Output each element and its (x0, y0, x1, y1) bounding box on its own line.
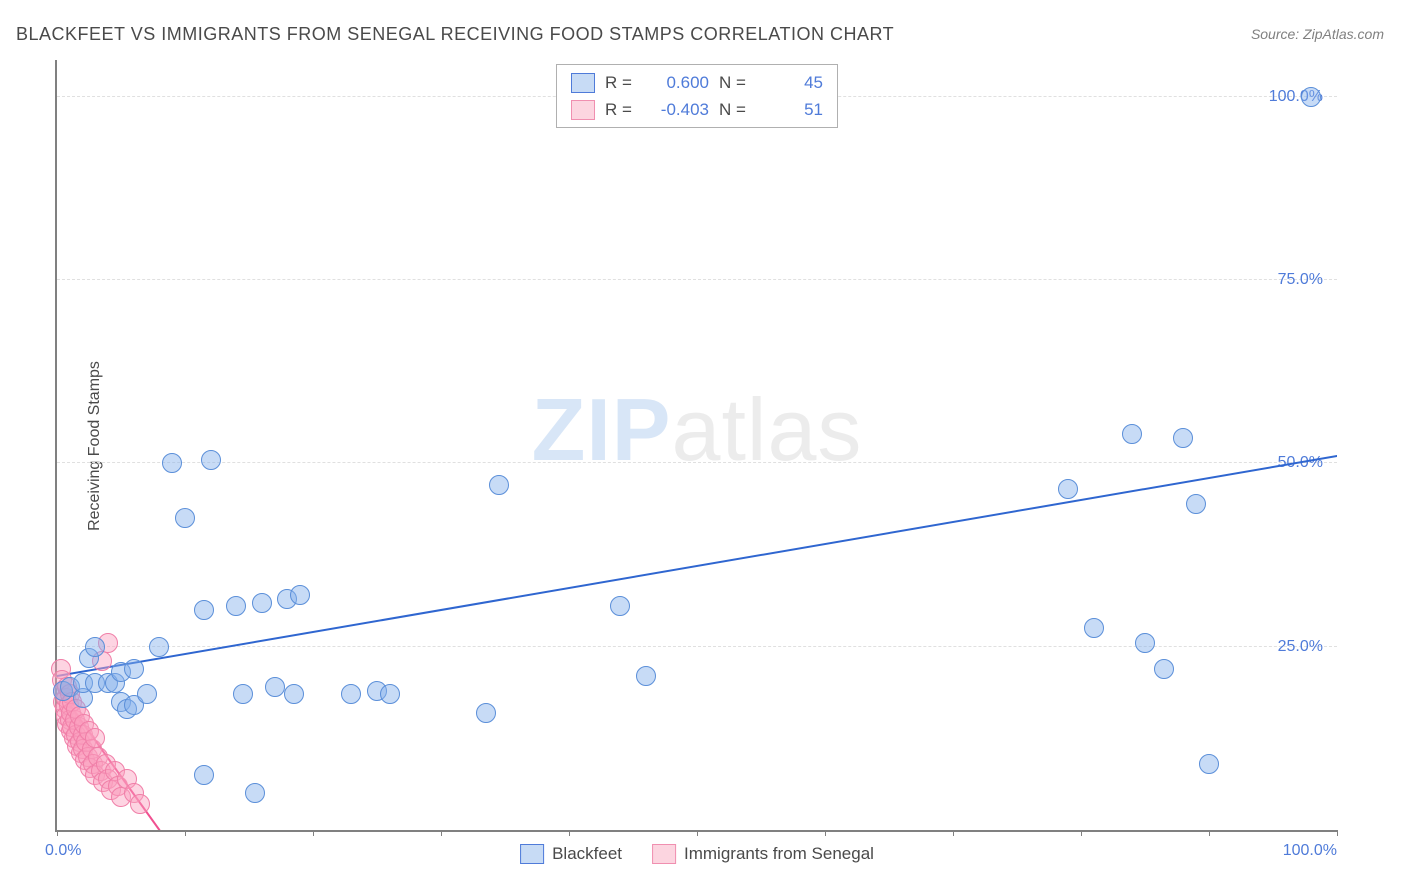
swatch-blue (571, 73, 595, 93)
x-tick (185, 830, 186, 836)
plot-area: ZIPatlas R = 0.600 N = 45 R = -0.403 N =… (55, 60, 1337, 832)
y-tick-label: 75.0% (1278, 271, 1323, 289)
x-tick (57, 830, 58, 836)
data-point-blue (1122, 424, 1142, 444)
watermark: ZIPatlas (532, 379, 863, 481)
data-point-blue (341, 684, 361, 704)
data-point-pink (130, 794, 150, 814)
data-point-blue (137, 684, 157, 704)
data-point-blue (610, 596, 630, 616)
r-value-blue: 0.600 (649, 69, 709, 96)
source-label: Source: ZipAtlas.com (1251, 26, 1384, 42)
x-tick (697, 830, 698, 836)
x-tick (441, 830, 442, 836)
data-point-blue (1301, 87, 1321, 107)
x-tick (1081, 830, 1082, 836)
legend-label-blue: Blackfeet (552, 844, 622, 864)
n-label: N = (719, 69, 753, 96)
data-point-blue (1173, 428, 1193, 448)
data-point-blue (1058, 479, 1078, 499)
trend-lines (57, 60, 1337, 830)
data-point-blue (175, 508, 195, 528)
data-point-blue (1084, 618, 1104, 638)
data-point-blue (245, 783, 265, 803)
x-tick (569, 830, 570, 836)
data-point-blue (636, 666, 656, 686)
y-tick-label: 25.0% (1278, 638, 1323, 656)
data-point-blue (162, 453, 182, 473)
data-point-blue (194, 600, 214, 620)
chart-title: BLACKFEET VS IMMIGRANTS FROM SENEGAL REC… (16, 24, 894, 45)
data-point-blue (290, 585, 310, 605)
data-point-blue (1186, 494, 1206, 514)
data-point-blue (1135, 633, 1155, 653)
x-end-label: 100.0% (1283, 842, 1337, 860)
legend-item-pink: Immigrants from Senegal (652, 844, 874, 864)
n-value-blue: 45 (763, 69, 823, 96)
watermark-atlas: atlas (672, 380, 863, 479)
x-tick (1209, 830, 1210, 836)
data-point-blue (233, 684, 253, 704)
series-legend: Blackfeet Immigrants from Senegal (520, 844, 874, 864)
r-label: R = (605, 96, 639, 123)
x-tick (313, 830, 314, 836)
data-point-blue (476, 703, 496, 723)
legend-item-blue: Blackfeet (520, 844, 622, 864)
data-point-blue (149, 637, 169, 657)
legend-label-pink: Immigrants from Senegal (684, 844, 874, 864)
data-point-blue (380, 684, 400, 704)
gridline-h (57, 462, 1337, 463)
data-point-blue (265, 677, 285, 697)
legend-row-pink: R = -0.403 N = 51 (571, 96, 823, 123)
data-point-pink (85, 728, 105, 748)
swatch-pink (652, 844, 676, 864)
data-point-blue (201, 450, 221, 470)
r-label: R = (605, 69, 639, 96)
data-point-blue (226, 596, 246, 616)
x-tick (953, 830, 954, 836)
data-point-blue (85, 637, 105, 657)
gridline-h (57, 279, 1337, 280)
watermark-zip: ZIP (532, 380, 672, 479)
data-point-blue (1154, 659, 1174, 679)
n-label: N = (719, 96, 753, 123)
data-point-blue (489, 475, 509, 495)
correlation-legend: R = 0.600 N = 45 R = -0.403 N = 51 (556, 64, 838, 128)
data-point-blue (1199, 754, 1219, 774)
r-value-pink: -0.403 (649, 96, 709, 123)
data-point-blue (252, 593, 272, 613)
data-point-blue (194, 765, 214, 785)
data-point-blue (284, 684, 304, 704)
x-tick (825, 830, 826, 836)
n-value-pink: 51 (763, 96, 823, 123)
x-origin-label: 0.0% (45, 842, 81, 860)
x-tick (1337, 830, 1338, 836)
swatch-pink (571, 100, 595, 120)
swatch-blue (520, 844, 544, 864)
y-tick-label: 50.0% (1278, 454, 1323, 472)
data-point-blue (124, 659, 144, 679)
legend-row-blue: R = 0.600 N = 45 (571, 69, 823, 96)
